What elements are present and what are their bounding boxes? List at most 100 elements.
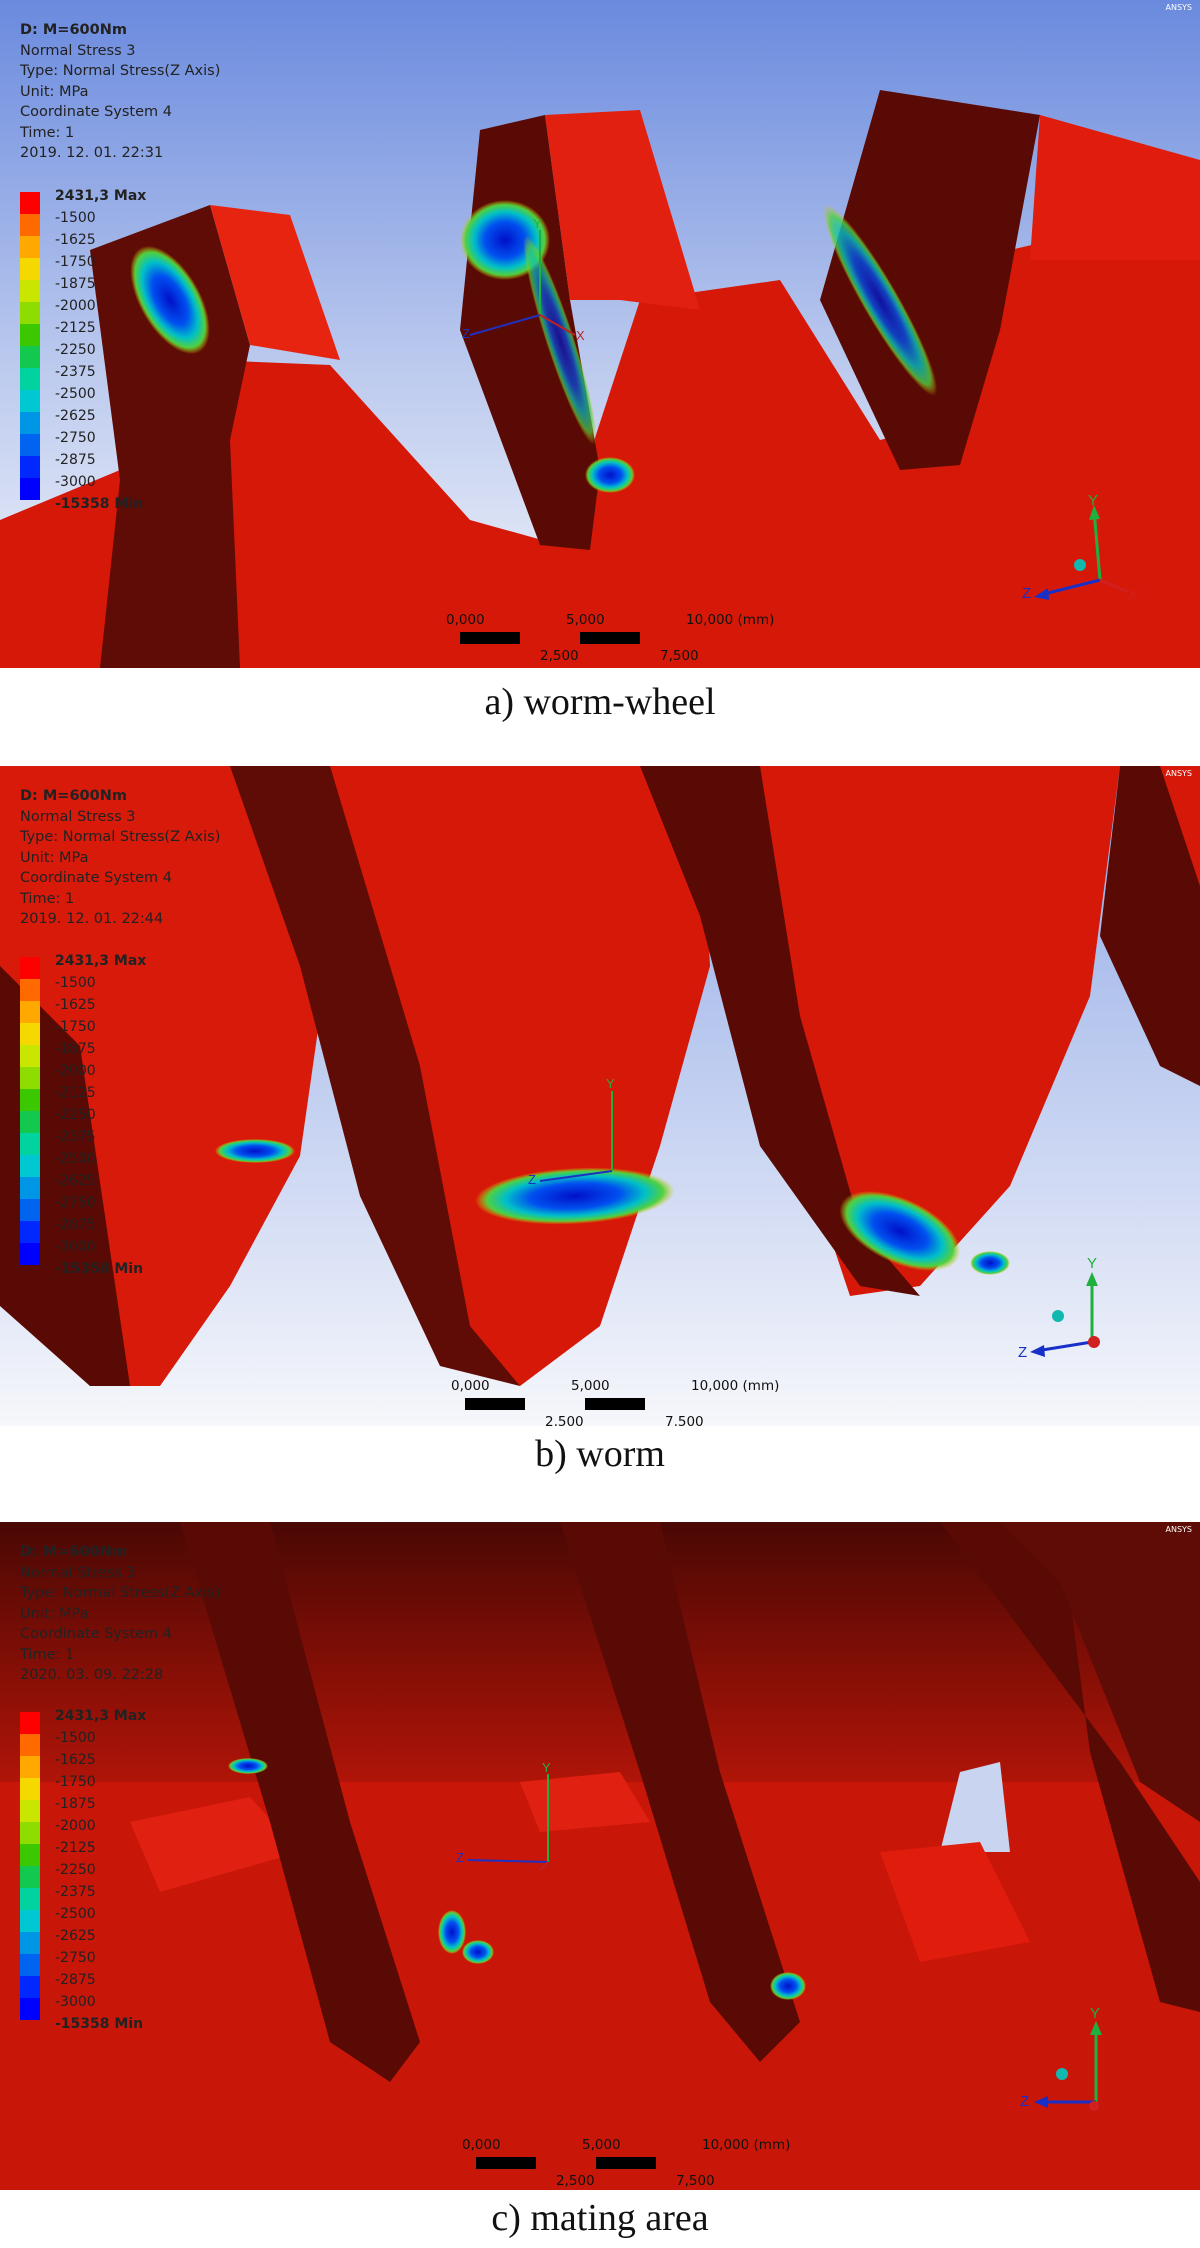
legend-color-bar [20, 192, 40, 500]
svg-text:Z: Z [462, 326, 470, 341]
svg-text:Z: Z [1020, 2093, 1029, 2110]
info-line: Coordinate System 4 [20, 1626, 173, 1642]
legend-value-label: -2250 [55, 1862, 96, 1878]
scale-label: 10,000 (mm) [691, 1378, 780, 1394]
legend-value-label: -2000 [55, 1063, 96, 1079]
info-line: Time: 1 [20, 1646, 75, 1663]
legend-value-label: -1625 [55, 997, 96, 1013]
legend-min-label: -15358 Min [55, 2016, 144, 2032]
legend-value-label: -2500 [55, 1906, 96, 1922]
legend-max-label: 2431,3 Max [55, 953, 147, 969]
legend-color-band [20, 192, 40, 214]
sky-gap [940, 1762, 1010, 1852]
stress-spot [523, 235, 597, 445]
result-info-block: D: M=600Nm Normal Stress 3 Type: Normal … [20, 1542, 220, 1686]
legend-value-label: -3000 [55, 1994, 96, 2010]
legend-color-band [20, 390, 40, 412]
scale-label: 7,500 [660, 648, 699, 664]
worm-flank [560, 1522, 800, 2062]
scale-label: 5,000 [571, 1378, 610, 1394]
legend-value-label: -1500 [55, 1730, 96, 1746]
legend-color-band [20, 1734, 40, 1756]
legend-value-label: -1625 [55, 1752, 96, 1768]
info-line: Normal Stress 3 [20, 1564, 136, 1581]
legend-color-band [20, 456, 40, 478]
thread-flank [230, 766, 520, 1386]
scale-label: 0,000 [446, 612, 485, 628]
ansys-logo: ANSYS [1165, 769, 1193, 778]
tooth-left-top [210, 205, 340, 360]
load-case-title: D: M=600Nm [20, 788, 127, 804]
global-axis-triad: Y Z X [1022, 492, 1138, 604]
legend-value-label: -2125 [55, 320, 96, 336]
info-line: 2019. 12. 01. 22:31 [20, 145, 164, 161]
scale-label: 2,500 [540, 648, 579, 664]
scale-label: 5,000 [566, 612, 605, 628]
worm-wheel-fe-scene: Y Z X Y Z X [0, 0, 1200, 668]
load-case-title: D: M=600Nm [20, 1544, 127, 1560]
svg-text:Y: Y [1087, 1255, 1097, 1272]
legend-color-band [20, 1221, 40, 1243]
svg-text:X: X [576, 328, 585, 343]
svg-text:Z: Z [1018, 1344, 1027, 1361]
legend-color-band [20, 1800, 40, 1822]
stress-spot [462, 1940, 494, 1964]
legend-value-label: -1500 [55, 975, 96, 991]
scale-segment [580, 632, 640, 644]
scale-label: 7,500 [676, 2173, 715, 2189]
scale-label: 10,000 (mm) [702, 2137, 791, 2153]
legend-max-label: 2431,3 Max [55, 1708, 147, 1724]
svg-text:Y: Y [542, 1760, 551, 1775]
legend-value-label: -2625 [55, 408, 96, 424]
legend-value-label: -1875 [55, 1796, 96, 1812]
legend-color-band [20, 1177, 40, 1199]
stress-spot [438, 1910, 466, 1954]
wheel-body [0, 215, 1200, 668]
legend-color-band [20, 1111, 40, 1133]
svg-text:Z: Z [528, 1172, 536, 1187]
legend-value-label: -2625 [55, 1173, 96, 1189]
info-line: Time: 1 [20, 890, 75, 907]
legend-value-label: -2500 [55, 1151, 96, 1167]
stress-spot [822, 204, 938, 396]
info-line: Type: Normal Stress(Z Axis) [20, 1585, 221, 1601]
panel-worm: Y Z Y Z ANSYS D: M=600Nm Normal Stress 3… [0, 766, 1200, 1426]
tooth-left [90, 205, 250, 668]
legend-color-band [20, 1067, 40, 1089]
legend-value-label: -1750 [55, 1774, 96, 1790]
legend-color-band [20, 1133, 40, 1155]
legend-color-band [20, 1954, 40, 1976]
legend-min-label: -15358 Min [55, 1261, 144, 1277]
legend-value-label: -2500 [55, 386, 96, 402]
legend-value-label: -2750 [55, 430, 96, 446]
legend-color-band [20, 1866, 40, 1888]
legend-color-band [20, 1001, 40, 1023]
info-line: Type: Normal Stress(Z Axis) [20, 829, 221, 845]
legend-color-band [20, 346, 40, 368]
tooth-right-top [1030, 115, 1200, 260]
stress-spot [228, 1758, 268, 1774]
info-line: Type: Normal Stress(Z Axis) [20, 63, 221, 79]
scale-label: 10,000 (mm) [686, 612, 775, 628]
legend-value-label: -2875 [55, 1217, 96, 1233]
legend-value-label: -2375 [55, 1129, 96, 1145]
scale-segment [596, 2157, 656, 2169]
stress-spot [839, 1191, 961, 1271]
load-case-title: D: M=600Nm [20, 22, 127, 38]
stress-spot [970, 1251, 1010, 1275]
legend-value-label: -2875 [55, 452, 96, 468]
legend-color-band [20, 1844, 40, 1866]
legend-color-band [20, 1023, 40, 1045]
legend-min-label: -15358 Min [55, 496, 144, 512]
legend-value-label: -3000 [55, 1239, 96, 1255]
coordinate-system-marker: Y Z [528, 1076, 615, 1187]
global-axis-triad: Y Z [1018, 1255, 1100, 1361]
legend-value-label: -1750 [55, 254, 96, 270]
scale-label: 5,000 [582, 2137, 621, 2153]
info-line: Coordinate System 4 [20, 870, 173, 886]
thread-flank [640, 766, 920, 1296]
legend-color-band [20, 258, 40, 280]
legend-value-label: -2375 [55, 364, 96, 380]
legend-value-label: -2250 [55, 1107, 96, 1123]
caption-mating-area: c) mating area [491, 2197, 709, 2239]
